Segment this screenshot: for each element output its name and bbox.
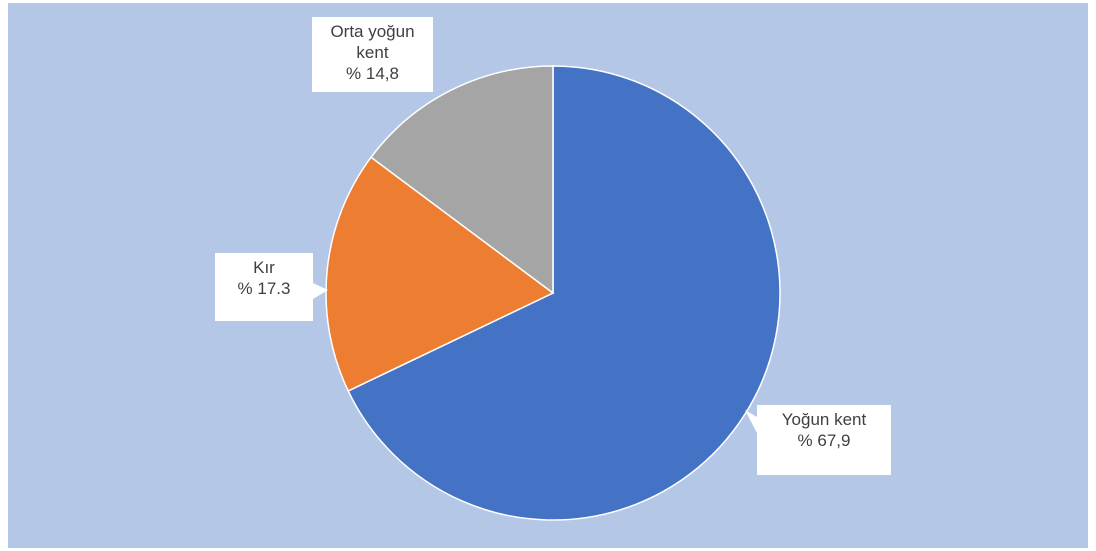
- pie-slice: [369, 65, 554, 295]
- category-label: Kır: [253, 258, 275, 277]
- data-label: Yoğun kent % 67,9: [757, 405, 891, 475]
- pie-slice: [325, 156, 555, 392]
- category-label: Orta yoğun kent: [330, 22, 415, 62]
- callout-pointer: [745, 410, 757, 433]
- pie-slice: [347, 65, 781, 521]
- value-label: % 67,9: [797, 431, 851, 450]
- data-label: Kır % 17.3: [215, 253, 313, 321]
- category-label: Yoğun kent: [781, 410, 867, 429]
- callout-pointer: [313, 283, 328, 299]
- value-label: % 14,8: [346, 64, 399, 83]
- value-label: % 17.3: [237, 279, 291, 298]
- data-label: Orta yoğun kent % 14,8: [312, 17, 433, 92]
